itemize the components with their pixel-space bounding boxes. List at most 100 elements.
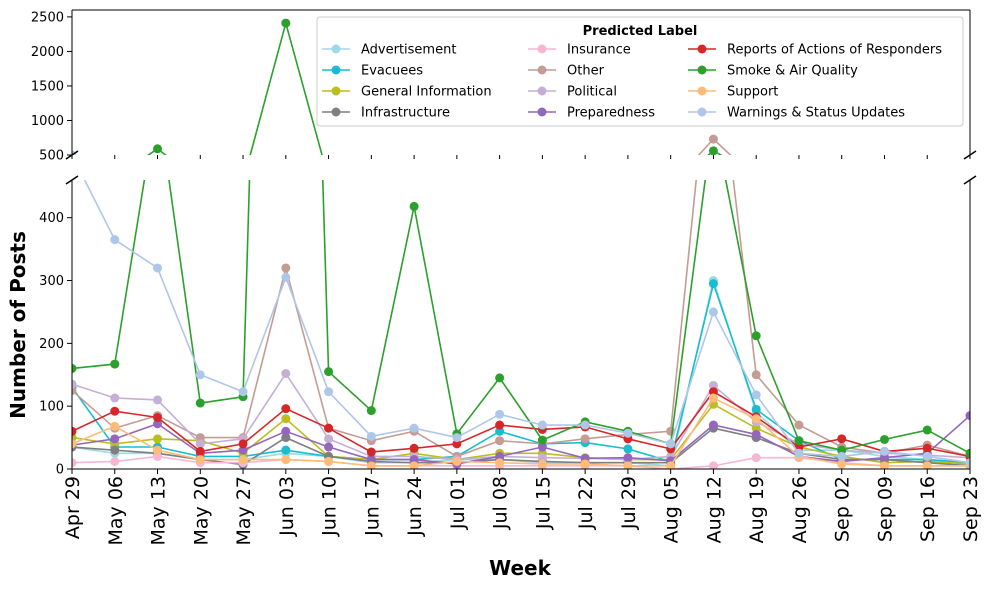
legend-swatch-marker bbox=[331, 86, 341, 96]
data-point-infrastructure bbox=[153, 183, 162, 192]
data-point-advertisement bbox=[495, 184, 504, 193]
data-point-support bbox=[922, 461, 932, 469]
data-point-preparedness bbox=[538, 183, 547, 192]
data-point-reports-of-actions-of-responders bbox=[239, 182, 248, 191]
data-point-warnings-and-status-updates bbox=[239, 177, 248, 186]
data-point-support bbox=[537, 459, 547, 469]
data-point-advertisement bbox=[752, 179, 761, 188]
data-point-warnings-and-status-updates bbox=[666, 182, 675, 191]
data-point-preparedness bbox=[409, 455, 419, 465]
data-point-smoke-and-air-quality bbox=[110, 173, 119, 182]
legend-label: Smoke & Air Quality bbox=[727, 64, 858, 79]
data-point-support bbox=[623, 185, 632, 194]
data-point-reports-of-actions-of-responders bbox=[281, 178, 290, 187]
data-point-reports-of-actions-of-responders bbox=[281, 404, 291, 414]
legend-item-other: Other bbox=[528, 64, 605, 79]
data-point-support bbox=[752, 180, 761, 189]
legend-item-reports-of-actions-of-responders: Reports of Actions of Responders bbox=[688, 43, 942, 58]
data-point-warnings-and-status-updates bbox=[708, 307, 718, 317]
data-point-support bbox=[452, 184, 461, 193]
legend-item-general-information: General Information bbox=[322, 85, 492, 100]
data-point-preparedness bbox=[281, 426, 291, 436]
x-tick-label: Jul 15 bbox=[532, 476, 554, 530]
data-point-reports-of-actions-of-responders bbox=[623, 182, 632, 191]
data-point-infrastructure bbox=[581, 184, 590, 193]
y-tick-label: 100 bbox=[39, 400, 64, 415]
data-point-smoke-and-air-quality bbox=[367, 179, 376, 188]
data-point-insurance bbox=[709, 185, 718, 194]
data-point-political bbox=[196, 182, 205, 191]
data-point-reports-of-actions-of-responders bbox=[196, 183, 205, 192]
data-point-smoke-and-air-quality bbox=[879, 434, 889, 444]
data-point-evacuees bbox=[239, 184, 248, 193]
data-point-political bbox=[837, 183, 846, 192]
series-line-insurance bbox=[72, 188, 970, 189]
data-point-general-information bbox=[324, 184, 333, 193]
data-point-preparedness bbox=[623, 184, 632, 193]
data-point-other bbox=[324, 181, 333, 190]
series-line-evacuees bbox=[72, 280, 970, 464]
data-point-smoke-and-air-quality bbox=[837, 183, 846, 192]
data-point-other bbox=[538, 182, 547, 191]
x-tick-label: Jun 10 bbox=[319, 476, 341, 537]
series-line-support bbox=[72, 396, 970, 467]
data-point-political bbox=[195, 439, 205, 449]
legend-label: Other bbox=[567, 64, 605, 79]
legend-frame bbox=[316, 16, 964, 127]
data-point-insurance bbox=[410, 185, 419, 194]
data-point-insurance bbox=[110, 184, 119, 193]
x-tick-label: Jul 08 bbox=[490, 476, 512, 530]
data-point-general-information bbox=[239, 183, 248, 192]
legend-label: Evacuees bbox=[361, 64, 423, 79]
data-point-warnings-and-status-updates bbox=[153, 263, 163, 273]
data-point-preparedness bbox=[495, 451, 505, 461]
data-point-political bbox=[537, 453, 547, 463]
data-point-evacuees bbox=[153, 183, 162, 192]
series-line-advertisement bbox=[72, 169, 970, 189]
lower-y-axis: 0 100 200 300 400 bbox=[39, 211, 72, 478]
data-point-support bbox=[709, 177, 718, 186]
data-point-insurance bbox=[495, 185, 504, 194]
x-tick-label: Aug 26 bbox=[789, 476, 811, 543]
data-point-reports-of-actions-of-responders bbox=[110, 406, 120, 416]
data-point-insurance bbox=[751, 453, 761, 463]
series-line-general-information bbox=[72, 182, 970, 189]
data-point-reports-of-actions-of-responders bbox=[880, 183, 889, 192]
y-tick-label: 500 bbox=[39, 149, 64, 164]
data-point-preparedness bbox=[153, 419, 163, 429]
legend-label: Insurance bbox=[567, 43, 631, 58]
data-point-support bbox=[495, 458, 505, 468]
series-line-support bbox=[72, 182, 970, 189]
data-point-advertisement bbox=[923, 184, 932, 193]
data-point-warnings-and-status-updates bbox=[794, 183, 803, 192]
data-point-political bbox=[239, 182, 248, 191]
data-point-political bbox=[153, 177, 162, 186]
data-point-reports-of-actions-of-responders bbox=[110, 179, 119, 188]
data-point-preparedness bbox=[153, 180, 162, 189]
data-point-general-information bbox=[153, 434, 163, 444]
data-point-advertisement bbox=[239, 184, 248, 193]
data-point-insurance bbox=[153, 184, 162, 193]
data-point-evacuees bbox=[623, 183, 632, 192]
data-point-reports-of-actions-of-responders bbox=[366, 447, 376, 457]
data-point-other bbox=[580, 434, 590, 444]
data-point-warnings-and-status-updates bbox=[410, 181, 419, 190]
data-point-general-information bbox=[367, 184, 376, 193]
data-point-advertisement bbox=[880, 184, 889, 193]
data-point-general-information bbox=[709, 178, 718, 187]
data-point-general-information bbox=[794, 183, 803, 192]
x-axis: Apr 29 May 06 May 13 May 20 May 27 Jun 03 Jun … bbox=[62, 155, 982, 546]
data-point-reports-of-actions-of-responders bbox=[495, 180, 504, 189]
data-point-smoke-and-air-quality bbox=[239, 177, 248, 186]
data-point-warnings-and-status-updates bbox=[837, 451, 847, 461]
data-point-general-information bbox=[923, 184, 932, 193]
data-point-political bbox=[752, 180, 761, 189]
data-point-warnings-and-status-updates bbox=[623, 181, 632, 190]
data-point-warnings-and-status-updates bbox=[837, 184, 846, 193]
data-point-support bbox=[623, 461, 633, 469]
data-point-warnings-and-status-updates bbox=[281, 164, 290, 173]
data-point-warnings-and-status-updates bbox=[324, 177, 333, 186]
data-point-advertisement bbox=[367, 184, 376, 193]
data-point-support bbox=[410, 185, 419, 194]
data-point-support bbox=[324, 184, 333, 193]
